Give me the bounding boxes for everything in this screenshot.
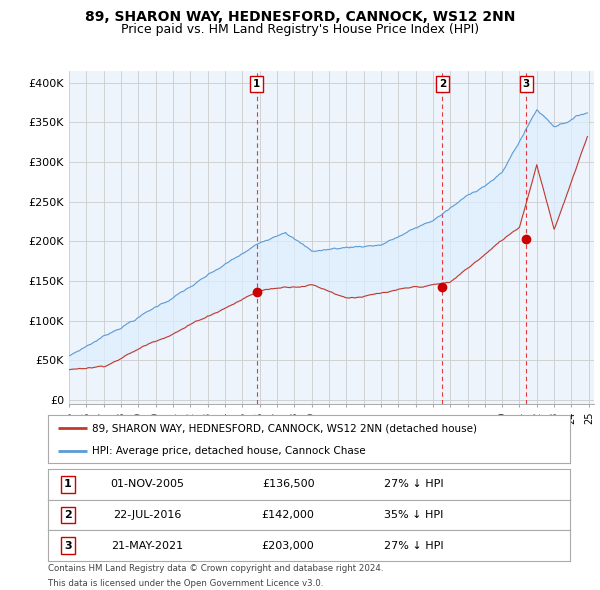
Text: 27% ↓ HPI: 27% ↓ HPI <box>383 480 443 489</box>
Text: 2: 2 <box>439 79 446 89</box>
Text: 1: 1 <box>253 79 260 89</box>
Text: 35% ↓ HPI: 35% ↓ HPI <box>384 510 443 520</box>
Text: Price paid vs. HM Land Registry's House Price Index (HPI): Price paid vs. HM Land Registry's House … <box>121 23 479 36</box>
Text: This data is licensed under the Open Government Licence v3.0.: This data is licensed under the Open Gov… <box>48 579 323 588</box>
Text: Contains HM Land Registry data © Crown copyright and database right 2024.: Contains HM Land Registry data © Crown c… <box>48 564 383 573</box>
Text: 3: 3 <box>523 79 530 89</box>
Text: 1: 1 <box>64 480 72 489</box>
Text: 89, SHARON WAY, HEDNESFORD, CANNOCK, WS12 2NN (detached house): 89, SHARON WAY, HEDNESFORD, CANNOCK, WS1… <box>92 423 478 433</box>
Text: 01-NOV-2005: 01-NOV-2005 <box>110 480 184 489</box>
Text: £136,500: £136,500 <box>262 480 314 489</box>
Text: HPI: Average price, detached house, Cannock Chase: HPI: Average price, detached house, Cann… <box>92 446 366 456</box>
Text: 21-MAY-2021: 21-MAY-2021 <box>111 541 183 550</box>
Text: 27% ↓ HPI: 27% ↓ HPI <box>383 541 443 550</box>
Text: 3: 3 <box>64 541 71 550</box>
Text: 22-JUL-2016: 22-JUL-2016 <box>113 510 181 520</box>
Text: 2: 2 <box>64 510 72 520</box>
Text: £203,000: £203,000 <box>262 541 314 550</box>
Text: £142,000: £142,000 <box>262 510 314 520</box>
Text: 89, SHARON WAY, HEDNESFORD, CANNOCK, WS12 2NN: 89, SHARON WAY, HEDNESFORD, CANNOCK, WS1… <box>85 9 515 24</box>
